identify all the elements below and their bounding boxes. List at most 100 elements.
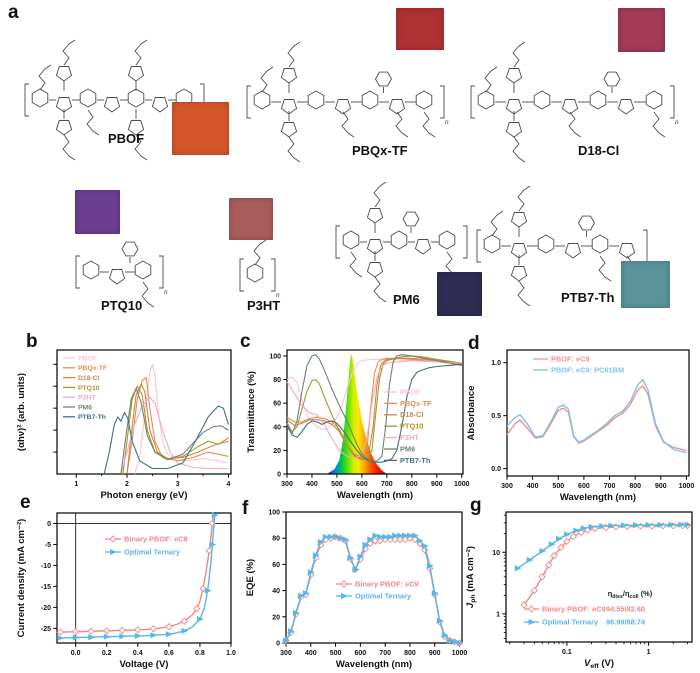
svg-text:300: 300: [281, 481, 293, 488]
chart-transmittance: 300 400 500 600 700 800 900 1000 0 20 40 60 80 100 Wav…: [246, 349, 470, 501]
svg-text:EQE (%): EQE (%): [245, 559, 256, 596]
svg-text:800: 800: [406, 481, 418, 488]
d18-cl-film-swatch: [618, 8, 665, 52]
svg-text:100: 100: [269, 353, 281, 360]
svg-text:Wavelength (nm): Wavelength (nm): [560, 492, 636, 503]
svg-text:0: 0: [47, 521, 51, 528]
svg-text:10: 10: [492, 550, 500, 557]
svg-text:0.5: 0.5: [491, 413, 501, 420]
polymer-ptb7-th: n PTB7-Th: [468, 178, 700, 324]
ptq10-structure-drawing: n: [75, 241, 168, 308]
polymer-pbof: n PBOF: [12, 8, 237, 176]
svg-text:PBOF: PBOF: [400, 387, 421, 396]
svg-text:1.0: 1.0: [491, 360, 501, 367]
svg-text:n: n: [675, 119, 679, 126]
ptb7-th-structure-drawing: n: [476, 185, 652, 307]
svg-text:Binary PBOF: eC9: Binary PBOF: eC9: [124, 534, 188, 543]
pm6-label: PM6: [393, 292, 420, 307]
svg-text:Current density (mA cm⁻²): Current density (mA cm⁻²): [16, 519, 27, 638]
svg-text:PM6: PM6: [78, 404, 92, 411]
svg-text:0.6: 0.6: [164, 650, 174, 657]
svg-text:60: 60: [273, 401, 281, 408]
svg-text:900: 900: [655, 483, 667, 490]
svg-text:0.1: 0.1: [562, 649, 572, 656]
svg-text:-10: -10: [41, 563, 51, 570]
svg-text:300: 300: [501, 483, 513, 490]
p3ht-structure-drawing: n: [239, 239, 280, 299]
svg-text:96.99/88.74: 96.99/88.74: [606, 617, 646, 626]
svg-text:n: n: [276, 292, 280, 299]
polymer-pbqx-tf: n PBQx-TF: [238, 6, 466, 178]
svg-text:-15: -15: [41, 584, 51, 591]
pm6-structure-drawing: n: [335, 181, 468, 303]
svg-text:400: 400: [305, 650, 317, 657]
panel-label-b: b: [26, 331, 38, 352]
panel-label-d: d: [468, 333, 480, 354]
svg-text:60: 60: [272, 562, 280, 569]
svg-text:-25: -25: [41, 626, 51, 633]
svg-text:P3HT: P3HT: [78, 395, 96, 402]
panel-label-a: a: [8, 2, 19, 23]
chart-absorbance: 300 400 500 600 700 800 900 1000 0.0 0.5 1.0 Wavele…: [466, 349, 694, 503]
svg-text:Jph (mA cm⁻²): Jph (mA cm⁻²): [465, 546, 477, 608]
p3ht-label: P3HT: [247, 298, 281, 313]
pm6-film-swatch: [437, 272, 482, 316]
svg-text:Binary PBOF: eC9: Binary PBOF: eC9: [542, 604, 606, 613]
svg-text:400: 400: [527, 483, 539, 490]
svg-text:PBQx-TF: PBQx-TF: [400, 399, 432, 408]
svg-text:PTQ10: PTQ10: [400, 422, 423, 431]
svg-text:700: 700: [604, 483, 616, 490]
pbqx-tf-label: PBQx-TF: [352, 143, 408, 158]
svg-text:Voltage (V): Voltage (V): [120, 659, 169, 670]
svg-text:0.4: 0.4: [133, 650, 143, 657]
svg-text:600: 600: [356, 481, 368, 488]
polymer-ptq10: n PTQ10: [55, 188, 215, 315]
polymer-d18-cl: n D18-Cl: [464, 6, 698, 178]
svg-text:-20: -20: [41, 605, 51, 612]
pbof-film-swatch: [172, 102, 229, 155]
svg-text:PM6: PM6: [400, 444, 415, 453]
svg-text:Wavelength (nm): Wavelength (nm): [337, 490, 413, 501]
chart-eqe: 300 400 500 600 700 800 900 1000 0 20 40 60 80 100 Wav…: [245, 510, 468, 671]
svg-text:1.0: 1.0: [226, 650, 236, 657]
svg-text:800: 800: [404, 650, 416, 657]
svg-text:-5: -5: [45, 542, 51, 549]
chart-tauc-bandgap: 1 2 3 4 Photon energy (eV) (αhν)² (arb. units…: [16, 349, 232, 501]
svg-text:0.2: 0.2: [102, 650, 112, 657]
d18-cl-structure-drawing: n: [470, 41, 679, 163]
svg-text:100: 100: [268, 510, 280, 517]
svg-text:D18-Cl: D18-Cl: [400, 410, 423, 419]
ptb7-th-film-swatch: [621, 261, 670, 308]
svg-text:20: 20: [273, 448, 281, 455]
svg-text:0.0: 0.0: [491, 466, 501, 473]
svg-text:Optimal Ternary: Optimal Ternary: [124, 547, 181, 556]
polymer-p3ht: n P3HT: [215, 193, 330, 315]
pbqx-tf-film-swatch: [396, 8, 444, 50]
svg-text:700: 700: [379, 650, 391, 657]
svg-text:0: 0: [277, 472, 281, 479]
svg-text:1: 1: [74, 481, 78, 488]
d18-cl-label: D18-Cl: [578, 143, 620, 158]
svg-text:Optimal Ternary: Optimal Ternary: [355, 591, 412, 600]
svg-text:0.0: 0.0: [71, 650, 81, 657]
svg-text:(αhν)² (arb. units): (αhν)² (arb. units): [16, 373, 27, 451]
svg-text:Binary PBOF: eC9: Binary PBOF: eC9: [355, 579, 419, 588]
svg-text:1000: 1000: [452, 650, 468, 657]
svg-text:PBQx-TF: PBQx-TF: [78, 365, 107, 372]
svg-text:40: 40: [272, 588, 280, 595]
panel-label-f: f: [242, 498, 249, 519]
svg-text:n: n: [445, 119, 449, 126]
svg-text:0.8: 0.8: [195, 650, 205, 657]
svg-text:Absorbance: Absorbance: [466, 386, 477, 441]
svg-text:80: 80: [272, 536, 280, 543]
svg-text:800: 800: [629, 483, 641, 490]
svg-text:400: 400: [306, 481, 318, 488]
panel-label-e: e: [20, 492, 31, 513]
svg-text:20: 20: [272, 614, 280, 621]
chart-jph-veff: 0.1 1 1 10 Veff (V) Jph (mA cm⁻²) ηdiss/ηcoll …: [465, 511, 693, 670]
svg-text:PTB7-Th: PTB7-Th: [78, 414, 106, 421]
svg-text:Veff (V): Veff (V): [584, 658, 614, 670]
panel-label-c: c: [240, 331, 251, 352]
ptq10-film-swatch: [75, 190, 120, 234]
